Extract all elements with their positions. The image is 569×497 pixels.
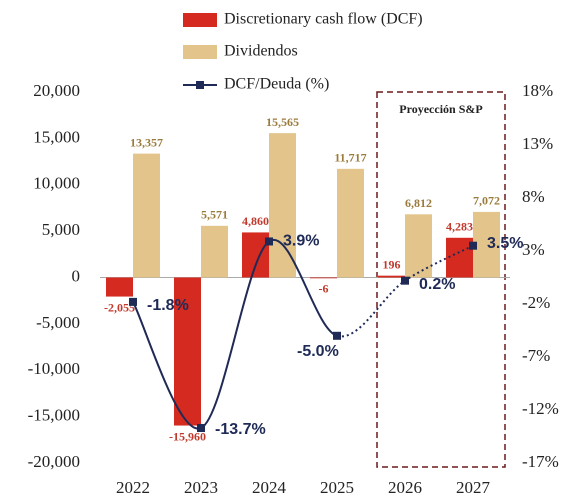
line-label: -1.8% bbox=[147, 297, 189, 314]
y-tick-label: 20,000 bbox=[33, 81, 80, 100]
bar-label: 15,565 bbox=[266, 115, 299, 129]
bar bbox=[378, 275, 405, 278]
line-marker bbox=[265, 237, 273, 246]
y2-tick-label: 3% bbox=[522, 240, 545, 259]
bar bbox=[133, 153, 160, 278]
bar-label: 4,860 bbox=[242, 214, 269, 228]
bar-label: 4,283 bbox=[446, 220, 473, 234]
line-marker bbox=[469, 241, 477, 250]
bar-label: -15,960 bbox=[169, 429, 206, 443]
x-tick-label: 2027 bbox=[456, 478, 491, 497]
y-tick-label: -10,000 bbox=[28, 359, 80, 378]
y-tick-label: 5,000 bbox=[42, 220, 80, 239]
x-tick-label: 2023 bbox=[184, 478, 218, 497]
legend-marker bbox=[196, 81, 204, 89]
bar bbox=[106, 277, 133, 297]
bar bbox=[242, 232, 269, 278]
line-label: 3.9% bbox=[283, 233, 319, 250]
y-tick-label: 10,000 bbox=[33, 174, 80, 193]
x-tick-label: 2024 bbox=[252, 478, 287, 497]
y-tick-label: -5,000 bbox=[36, 313, 80, 332]
bar bbox=[201, 225, 228, 278]
y-tick-label: -15,000 bbox=[28, 406, 80, 425]
bar bbox=[174, 277, 201, 426]
y2-tick-label: 13% bbox=[522, 134, 553, 153]
line-marker bbox=[401, 276, 409, 285]
legend-swatch bbox=[183, 45, 217, 59]
x-tick-label: 2026 bbox=[388, 478, 422, 497]
bar bbox=[446, 237, 473, 278]
bar-label: 6,812 bbox=[405, 196, 432, 210]
legend-swatch bbox=[183, 13, 217, 27]
bar bbox=[337, 168, 364, 278]
annotation: Proyección S&P bbox=[399, 102, 482, 116]
bar-label: -2,055 bbox=[104, 300, 135, 314]
legend-label: DCF/Deuda (%) bbox=[224, 76, 329, 93]
bar-label: 13,357 bbox=[130, 135, 163, 149]
line-label: -13.7% bbox=[215, 421, 266, 438]
legend-label: Discretionary cash flow (DCF) bbox=[224, 11, 423, 28]
bar bbox=[269, 133, 296, 278]
x-tick-label: 2022 bbox=[116, 478, 150, 497]
bar-label: 5,571 bbox=[201, 208, 228, 222]
legend-label: Dividendos bbox=[224, 43, 298, 60]
y2-tick-label: -7% bbox=[522, 346, 550, 365]
bar-label: 196 bbox=[383, 257, 401, 271]
bar-label: 11,717 bbox=[334, 151, 366, 165]
y2-tick-label: -12% bbox=[522, 399, 559, 418]
bar-label: -6 bbox=[319, 281, 329, 295]
y-tick-label: 0 bbox=[72, 266, 81, 285]
line-label: -5.0% bbox=[297, 343, 339, 360]
bar bbox=[473, 211, 500, 278]
bar-label: 7,072 bbox=[473, 194, 500, 208]
line-solid bbox=[132, 238, 338, 430]
y2-tick-label: 8% bbox=[522, 187, 545, 206]
line-label: 3.5% bbox=[487, 235, 523, 252]
y2-tick-label: 18% bbox=[522, 81, 553, 100]
y2-tick-label: -17% bbox=[522, 452, 559, 471]
line-label: 0.2% bbox=[419, 276, 455, 293]
y-tick-label: -20,000 bbox=[28, 452, 80, 471]
x-tick-label: 2025 bbox=[320, 478, 354, 497]
line-marker bbox=[197, 424, 205, 433]
bar bbox=[310, 277, 337, 279]
projection-box bbox=[376, 91, 506, 468]
line-marker bbox=[129, 297, 137, 306]
line-marker bbox=[333, 331, 341, 340]
y-tick-label: 15,000 bbox=[33, 127, 80, 146]
y2-tick-label: -2% bbox=[522, 293, 550, 312]
